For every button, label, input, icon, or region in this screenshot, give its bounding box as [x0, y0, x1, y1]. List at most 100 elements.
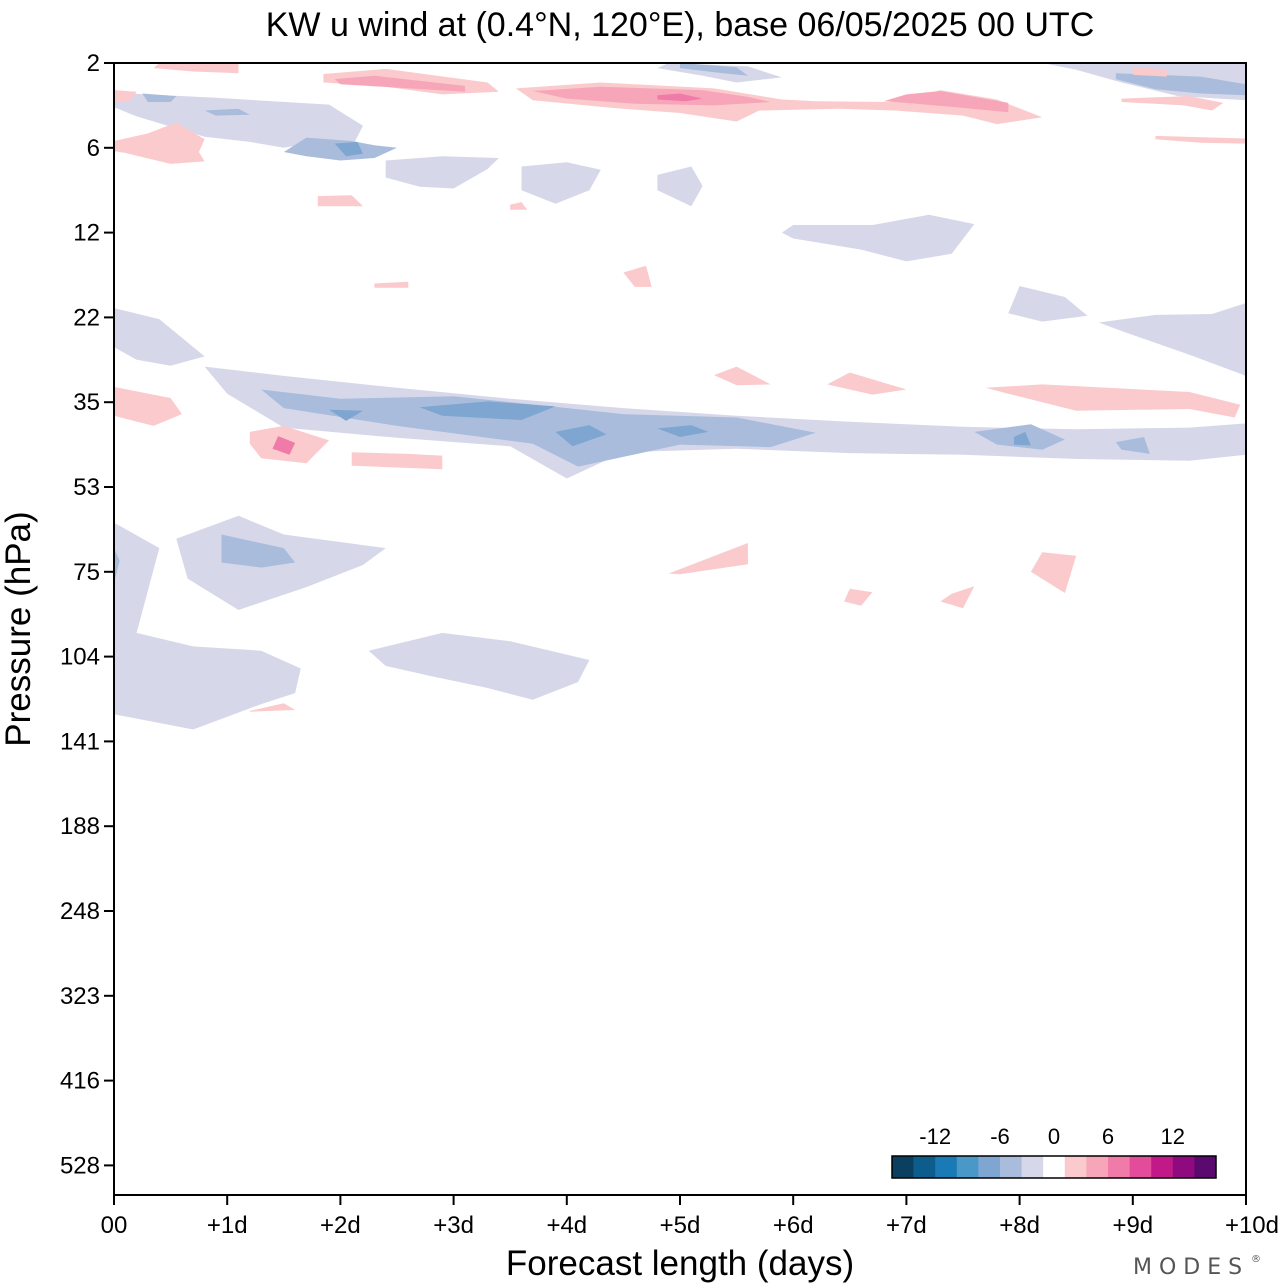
colorbar-frame — [891, 1155, 1217, 1179]
y-axis-label: Pressure (hPa) — [0, 511, 38, 746]
colorbar-swatch — [1021, 1156, 1044, 1178]
y-tick-label: 75 — [73, 559, 100, 586]
y-tick-label: 22 — [73, 304, 100, 331]
y-tick-label: 6 — [87, 135, 100, 162]
y-tick-label: 104 — [60, 644, 100, 671]
colorbar-swatch — [1064, 1156, 1087, 1178]
contour-layer — [114, 63, 1247, 730]
colorbar-label: 12 — [1161, 1124, 1185, 1149]
negative-wind-region — [261, 389, 816, 467]
colorbar-swatch — [892, 1156, 914, 1178]
negative-wind-region — [204, 108, 250, 116]
negative-wind-region — [680, 63, 748, 76]
negative-wind-region — [1008, 286, 1088, 322]
y-tick-label: 416 — [60, 1068, 100, 1095]
y-tick-label: 12 — [73, 220, 100, 247]
negative-wind-region — [368, 632, 590, 700]
x-tick-label: +6d — [773, 1212, 814, 1239]
negative-wind-region — [419, 401, 556, 420]
positive-wind-region — [351, 452, 443, 470]
negative-wind-region — [1013, 431, 1031, 446]
colorbar-swatch — [1151, 1156, 1174, 1178]
y-tick-label: 323 — [60, 983, 100, 1010]
y-tick-label: 248 — [60, 898, 100, 925]
colorbar-swatch — [978, 1156, 1001, 1178]
colorbar-label: -12 — [919, 1124, 951, 1149]
colorbar-swatch — [935, 1156, 958, 1178]
colorbar-swatch — [1000, 1156, 1022, 1178]
positive-wind-region — [668, 543, 748, 575]
x-tick-label: +1d — [207, 1212, 248, 1239]
plot-background — [114, 63, 1246, 1195]
positive-wind-region — [272, 436, 296, 455]
positive-wind-region — [940, 586, 975, 609]
y-tick-label: 188 — [60, 813, 100, 840]
colorbar-legend: -12 -6 0 6 12 — [891, 1124, 1217, 1179]
registered-mark: ® — [1251, 1254, 1261, 1265]
modes-logo: MODES — [1133, 1255, 1249, 1280]
positive-wind-region — [985, 384, 1241, 418]
negative-wind-region — [334, 141, 363, 157]
negative-wind-region — [1098, 303, 1246, 376]
plot-area — [113, 62, 1247, 1196]
positive-wind-region — [249, 703, 296, 712]
colorbar-swatch — [1129, 1156, 1152, 1178]
colorbar-swatch — [1043, 1156, 1066, 1178]
x-tick-label: 00 — [101, 1212, 128, 1239]
x-tick-label: +9d — [1112, 1212, 1153, 1239]
y-tick-label: 35 — [73, 389, 100, 416]
x-tick-label: +4d — [546, 1212, 587, 1239]
colorbar-swatch — [1108, 1156, 1130, 1178]
x-tick-label: +8d — [999, 1212, 1040, 1239]
colorbar-swatch — [956, 1156, 979, 1178]
colorbar-swatch — [1194, 1156, 1217, 1178]
positive-wind-region — [714, 366, 771, 386]
y-tick-label: 53 — [73, 474, 100, 501]
colorbar-swatch — [1086, 1156, 1109, 1178]
negative-wind-region — [114, 548, 120, 583]
negative-wind-region — [555, 425, 607, 447]
x-tick-label: +7d — [886, 1212, 927, 1239]
positive-wind-region — [374, 281, 409, 288]
positive-wind-region — [623, 265, 652, 287]
y-tick-label: 2 — [87, 50, 100, 77]
colorbar-swatch — [1172, 1156, 1195, 1178]
positive-wind-region — [510, 202, 528, 210]
chart-title: KW u wind at (0.4°N, 120°E), base 06/05/… — [266, 6, 1095, 44]
negative-wind-region — [329, 409, 363, 421]
positive-wind-region — [1121, 96, 1224, 111]
negative-wind-region — [142, 93, 177, 102]
x-tick-label: +3d — [433, 1212, 474, 1239]
positive-wind-region — [153, 63, 239, 74]
positive-wind-region — [114, 386, 182, 426]
negative-wind-region — [114, 92, 363, 148]
negative-wind-region — [114, 522, 301, 730]
negative-wind-region — [1115, 73, 1246, 96]
x-tick-label: +10d — [1225, 1212, 1279, 1239]
negative-wind-region — [114, 308, 205, 366]
positive-wind-region — [827, 372, 907, 395]
colorbar-label: -6 — [990, 1124, 1010, 1149]
colorbar-label: 0 — [1048, 1124, 1060, 1149]
negative-wind-region — [657, 166, 703, 207]
positive-wind-region — [883, 91, 1009, 113]
positive-wind-region — [114, 122, 205, 164]
x-axis: 00 +1d +2d +3d +4d +5d +6d +7d +8d +9d +10d — [101, 1195, 1279, 1239]
colorbar-label: 6 — [1102, 1124, 1114, 1149]
positive-wind-region — [317, 195, 363, 207]
x-tick-label: +2d — [320, 1212, 361, 1239]
positive-wind-region — [844, 588, 873, 606]
positive-wind-region — [657, 93, 703, 102]
negative-wind-region — [221, 534, 296, 568]
positive-wind-region — [532, 86, 771, 106]
x-axis-label: Forecast length (days) — [506, 1244, 854, 1283]
negative-wind-region — [781, 214, 975, 262]
y-axis: 2 6 12 22 35 53 75 104 141 188 248 323 416 528 — [60, 50, 114, 1179]
colorbar-swatch — [913, 1156, 936, 1178]
negative-wind-region — [385, 156, 499, 189]
positive-wind-region — [1030, 552, 1077, 593]
positive-wind-region — [114, 90, 137, 102]
negative-wind-region — [521, 162, 601, 204]
x-tick-label: +5d — [660, 1212, 701, 1239]
